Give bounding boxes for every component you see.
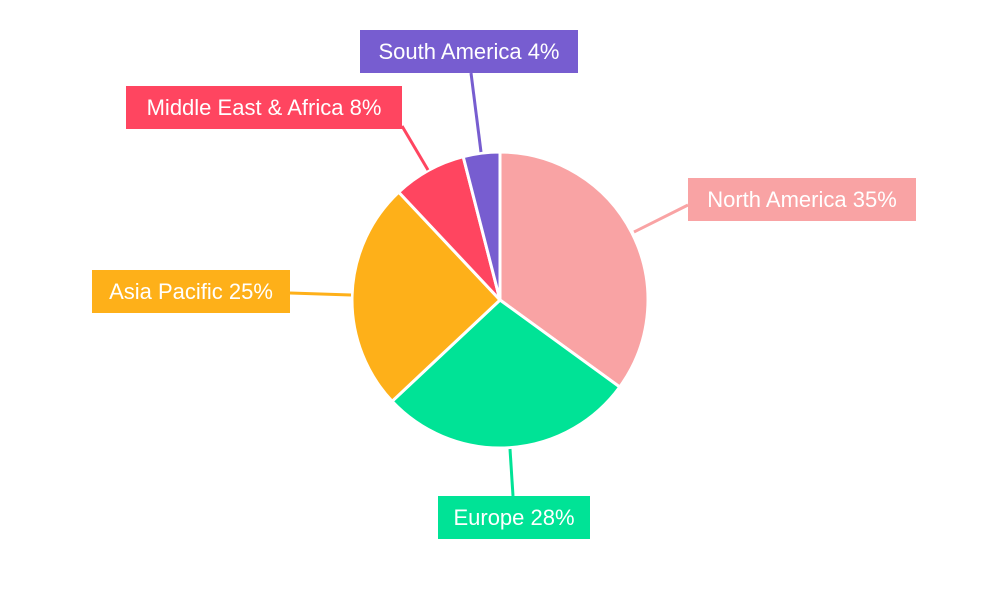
pie-slice-asia-pacific[interactable] [350,189,503,404]
data-label-box [126,86,402,129]
data-label-box [688,178,916,221]
label-connector-line [508,448,515,497]
pie-slices [350,150,650,450]
label-connector-line [289,291,352,297]
pie-slice-europe[interactable] [389,298,622,450]
pie-slice-north-america[interactable] [498,150,650,390]
data-label-box [360,30,578,73]
pie-slice-south-america[interactable] [461,150,502,301]
slice-labels: North America 35% Europe 28% Asia Pacific … [92,30,916,539]
label-connector-line [469,72,483,153]
data-label-box [438,496,590,539]
data-label: Europe 28% [453,505,574,530]
label-connector-line [400,125,430,171]
data-label-box [92,270,290,313]
data-label: Middle East & Africa 8% [147,95,382,120]
data-label: Asia Pacific 25% [109,279,273,304]
data-label: South America 4% [379,39,560,64]
label-connector-line [633,203,689,234]
data-label: North America 35% [707,187,897,212]
